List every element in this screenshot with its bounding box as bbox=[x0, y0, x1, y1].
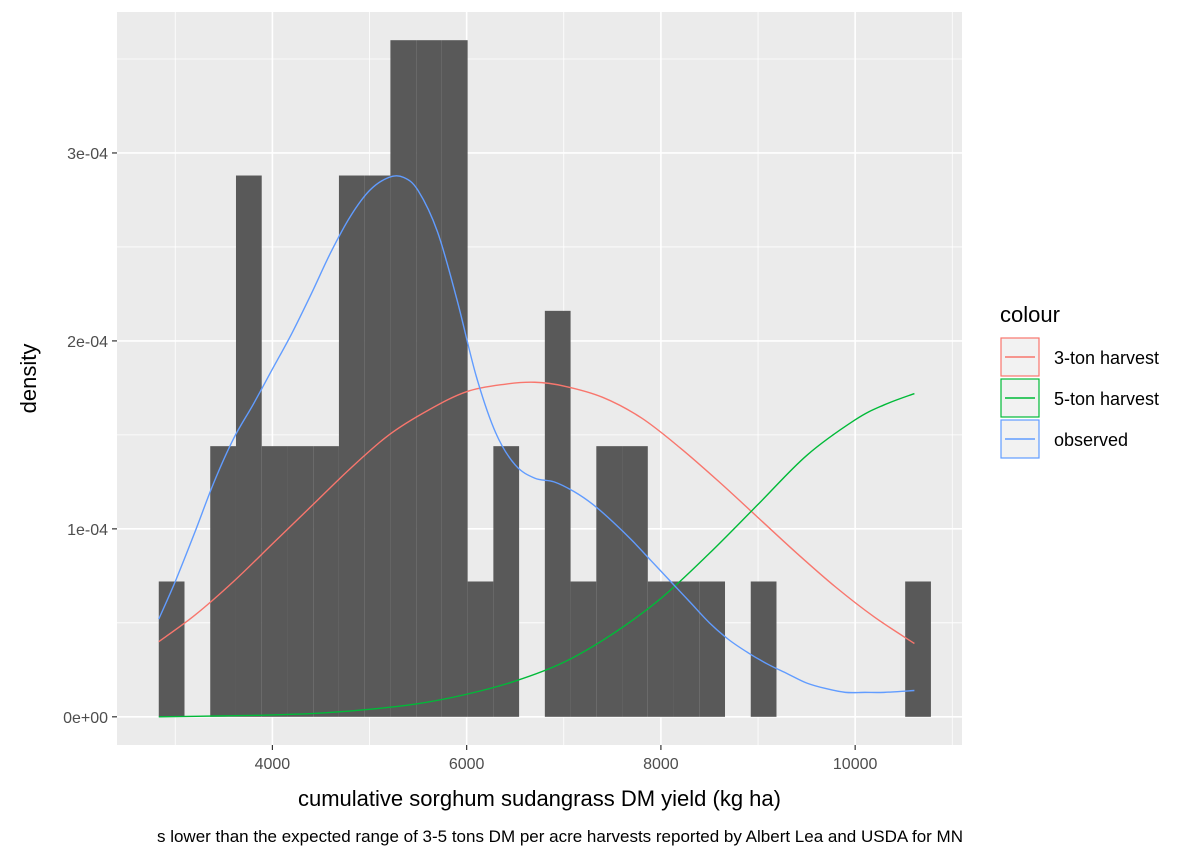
histogram-bar-8 bbox=[364, 175, 391, 717]
histogram-bar-2 bbox=[210, 446, 236, 717]
y-tick-label-3: 3e-04 bbox=[67, 146, 108, 163]
histogram-bar-13 bbox=[493, 446, 520, 717]
y-axis-title: density bbox=[16, 344, 41, 414]
legend-label: observed bbox=[1054, 430, 1128, 450]
caption: s lower than the expected range of 3-5 t… bbox=[157, 827, 963, 846]
histogram-bar-17 bbox=[596, 446, 623, 717]
legend-label: 3-ton harvest bbox=[1054, 348, 1159, 368]
x-tick-label-1: 6000 bbox=[449, 756, 485, 773]
histogram-bar-6 bbox=[313, 446, 339, 717]
density-line-observed bbox=[158, 175, 915, 694]
y-tick-label-1: 1e-04 bbox=[67, 522, 108, 539]
y-axis: 0e+00 1e-04 2e-04 3e-04 bbox=[63, 146, 117, 727]
histogram-bar-9 bbox=[390, 40, 417, 717]
histogram-bar-19 bbox=[647, 581, 674, 717]
histogram-bar-10 bbox=[416, 40, 442, 717]
histogram-bar-0 bbox=[158, 581, 185, 717]
histogram-bar-15 bbox=[544, 310, 571, 717]
legend-entry-3-ton-harvest: 3-ton harvest bbox=[1000, 337, 1159, 377]
histogram-bar-18 bbox=[622, 446, 648, 717]
histogram-bar-29 bbox=[905, 581, 931, 717]
legend-entry-observed: observed bbox=[1000, 419, 1128, 459]
density-line-3-ton-harvest bbox=[158, 381, 915, 645]
density-line-5-ton-harvest bbox=[158, 392, 915, 718]
histogram-bar-21 bbox=[699, 581, 726, 717]
histogram-bar-23 bbox=[750, 581, 777, 717]
histogram-bar-7 bbox=[338, 175, 365, 717]
histogram-bar-12 bbox=[467, 581, 494, 717]
histogram-bar-16 bbox=[570, 581, 597, 717]
histogram-bar-20 bbox=[673, 581, 700, 717]
x-tick-label-2: 8000 bbox=[643, 756, 679, 773]
histogram-bar-4 bbox=[261, 446, 288, 717]
x-axis: 4000 6000 8000 10000 bbox=[255, 745, 878, 773]
x-tick-label-0: 4000 bbox=[255, 756, 291, 773]
x-tick-label-3: 10000 bbox=[833, 756, 878, 773]
y-tick-label-2: 2e-04 bbox=[67, 334, 108, 351]
legend-label: 5-ton harvest bbox=[1054, 389, 1159, 409]
density-lines bbox=[158, 175, 915, 718]
legend-entry-5-ton-harvest: 5-ton harvest bbox=[1000, 378, 1159, 418]
legend: colour 3-ton harvest 5-ton harvest observe… bbox=[1000, 302, 1159, 459]
legend-title: colour bbox=[1000, 302, 1060, 327]
histogram-bar-11 bbox=[441, 40, 468, 717]
histogram-bars bbox=[158, 40, 931, 717]
histogram-bar-3 bbox=[235, 175, 262, 717]
y-tick-label-0: 0e+00 bbox=[63, 710, 108, 727]
x-axis-title: cumulative sorghum sudangrass DM yield (… bbox=[298, 786, 781, 811]
histogram-bar-5 bbox=[287, 446, 314, 717]
